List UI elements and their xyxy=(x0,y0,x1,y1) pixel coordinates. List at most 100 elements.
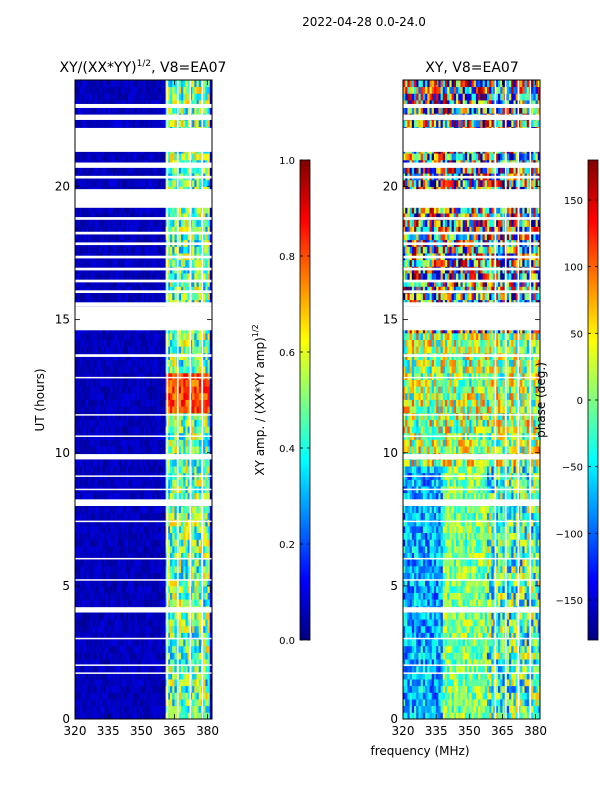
left-flagged-time-band xyxy=(75,607,212,613)
left-flagged-time-band xyxy=(75,488,212,491)
right-flagged-time-band xyxy=(403,354,540,357)
left-flagged-time-band xyxy=(75,279,212,283)
right-ytick-label: 5 xyxy=(390,579,398,593)
left-ytick-label: 15 xyxy=(55,313,70,327)
figure-title: 2022-04-28 0.0-24.0 xyxy=(302,15,426,29)
right-panel: XY, V8=EA07 320 335 350 365 380 0 5 10 15 20 freq… xyxy=(370,60,547,758)
left-flagged-time-band xyxy=(75,162,212,168)
left-panel-title: XY/(XX*YY)1/2, V8=EA07 xyxy=(60,59,227,76)
right-flagged-time-band xyxy=(403,302,540,307)
left-flagged-time-band xyxy=(75,354,212,357)
left-flagged-time-band xyxy=(75,189,212,208)
right-axes-frame xyxy=(402,79,541,720)
right-colorbar-tick-label: 0 xyxy=(577,396,583,407)
right-flagged-channel xyxy=(529,80,532,719)
right-flagged-time-band xyxy=(403,637,540,640)
right-flagged-time-band xyxy=(403,267,540,271)
right-colorbar-tick-label: −150 xyxy=(556,596,583,607)
left-flagged-time-band xyxy=(75,255,212,259)
left-xtick-label: 365 xyxy=(163,724,186,738)
right-panel-title: XY, V8=EA07 xyxy=(425,60,519,76)
right-colorbar-tick-label: 150 xyxy=(564,196,583,207)
right-xtick-label: 350 xyxy=(458,724,481,738)
right-flagged-time-band xyxy=(403,114,540,120)
right-flagged-time-band xyxy=(403,579,540,581)
left-ytick-label: 20 xyxy=(55,180,70,194)
right-xtick-label: 335 xyxy=(425,724,448,738)
left-panel: XY/(XX*YY)1/2, V8=EA07 320 335 350 365 380 0 5… xyxy=(33,59,226,738)
left-colorbar-tick-label: 0.8 xyxy=(279,252,295,263)
right-flagged-time-band xyxy=(403,664,540,666)
right-colorbar-ticks: −150 −100 −50 0 50 100 150 xyxy=(556,196,598,607)
right-flagged-channel xyxy=(504,80,507,719)
left-colorbar-ticks: 0.0 0.2 0.4 0.6 0.8 1.0 xyxy=(279,156,310,647)
right-flagged-time-band xyxy=(403,175,540,179)
left-flagged-time-band xyxy=(75,231,212,235)
right-flagged-time-band xyxy=(403,306,540,331)
left-colorbar: 0.0 0.2 0.4 0.6 0.8 1.0 XY amp. / (XX*YY amp)… xyxy=(251,156,311,647)
left-flagged-time-band xyxy=(75,175,212,179)
left-flagged-time-band xyxy=(75,664,212,666)
right-flagged-time-band xyxy=(403,127,540,152)
right-flagged-time-band xyxy=(403,162,540,168)
left-xtick-label: 350 xyxy=(130,724,153,738)
left-flagged-time-band xyxy=(75,672,212,674)
right-flagged-time-band xyxy=(403,557,540,560)
left-flagged-time-band xyxy=(75,637,212,640)
left-xtick-label: 320 xyxy=(64,724,87,738)
left-flagged-time-band xyxy=(75,520,212,523)
right-flagged-time-band xyxy=(403,520,540,523)
right-colorbar-tick-label: −50 xyxy=(562,463,583,474)
right-flagged-time-band xyxy=(403,242,540,246)
right-flagged-time-band xyxy=(403,454,540,460)
left-flagged-time-band xyxy=(75,127,212,152)
right-ytick-label: 10 xyxy=(383,446,398,460)
right-flagged-time-band xyxy=(403,376,540,379)
left-flagged-time-band xyxy=(75,306,212,331)
right-ytick-label: 15 xyxy=(383,313,398,327)
right-colorbar-tick-label: 50 xyxy=(570,329,583,340)
right-flagged-time-band xyxy=(403,414,540,416)
left-xtick-label: 380 xyxy=(196,724,219,738)
right-flagged-time-band xyxy=(403,475,540,477)
left-colorbar-tick-label: 0.4 xyxy=(279,444,295,455)
left-flagged-channel xyxy=(189,80,192,719)
left-flagged-channel xyxy=(166,80,169,719)
right-flagged-time-band xyxy=(403,279,540,283)
left-flagged-time-band xyxy=(75,267,212,271)
right-colorbar-tick-label: −100 xyxy=(556,529,583,540)
left-axis-ticks: 320 335 350 365 380 0 5 10 15 20 xyxy=(55,80,219,738)
right-ytick-label: 20 xyxy=(383,180,398,194)
right-xlabel: frequency (MHz) xyxy=(370,744,469,758)
left-flagged-channel xyxy=(176,80,179,719)
left-flagged-time-band xyxy=(75,499,212,506)
left-colorbar-label: XY amp. / (XX*YY amp)1/2 xyxy=(251,324,267,475)
right-flagged-time-band xyxy=(403,499,540,506)
left-ytick-label: 5 xyxy=(62,579,70,593)
right-flagged-time-band xyxy=(403,231,540,235)
left-colorbar-tick-label: 0.0 xyxy=(279,636,295,647)
left-ytick-label: 10 xyxy=(55,446,70,460)
right-axis-ticks: 320 335 350 365 380 0 5 10 15 20 xyxy=(383,80,547,738)
left-colorbar-gradient xyxy=(299,159,311,641)
right-flagged-time-band xyxy=(403,290,540,293)
right-flagged-time-band xyxy=(403,103,540,108)
left-ylabel: UT (hours) xyxy=(33,368,47,431)
left-flagged-time-band xyxy=(75,414,212,416)
left-flagged-time-band xyxy=(75,435,212,437)
right-flagged-time-band xyxy=(403,488,540,491)
left-xtick-label: 335 xyxy=(97,724,120,738)
left-flagged-time-band xyxy=(75,454,212,460)
right-flagged-channel xyxy=(517,80,520,719)
left-heatmap xyxy=(75,80,212,719)
left-flagged-time-band xyxy=(75,376,212,379)
left-ytick-label: 0 xyxy=(62,712,70,726)
left-flagged-time-band xyxy=(75,103,212,108)
right-flagged-channel xyxy=(494,80,497,719)
right-flagged-time-band xyxy=(403,672,540,674)
left-flagged-time-band xyxy=(75,557,212,560)
right-colorbar-label: phase (deg.) xyxy=(534,362,548,438)
left-colorbar-tick-label: 0.6 xyxy=(279,348,295,359)
left-flagged-time-band xyxy=(75,290,212,293)
left-flagged-time-band xyxy=(75,242,212,246)
